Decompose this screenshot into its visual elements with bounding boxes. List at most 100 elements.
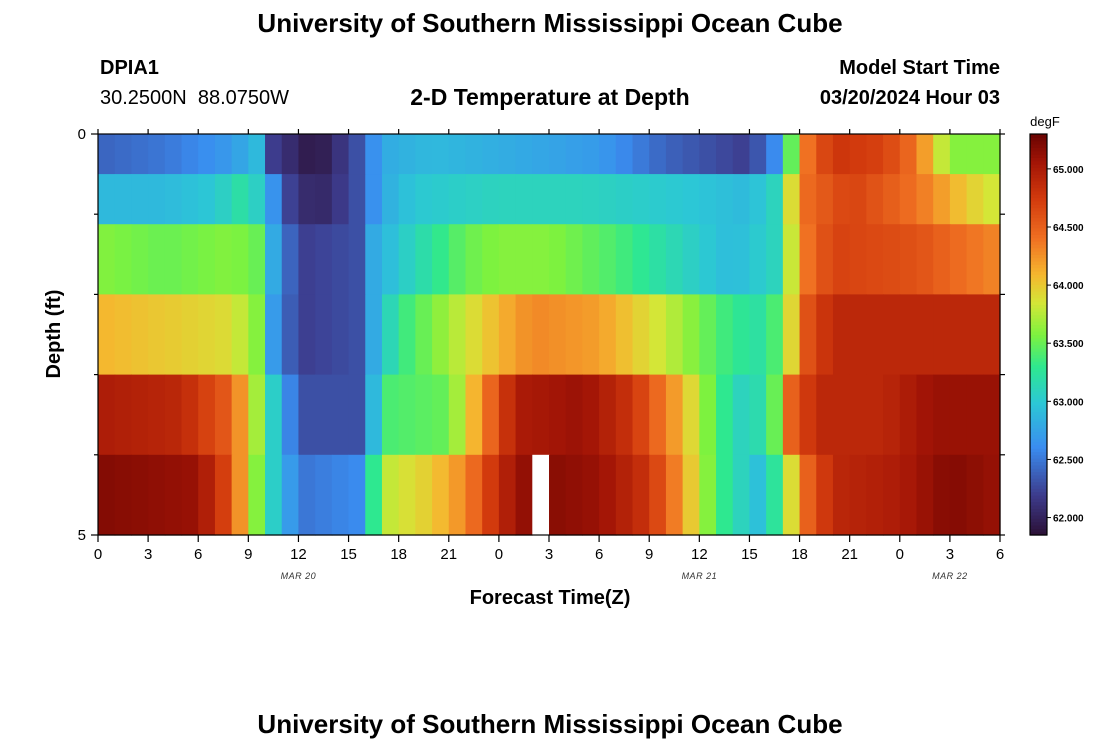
x-tick-label: 0 xyxy=(495,546,503,563)
colorbar-segment xyxy=(1030,220,1047,225)
x-tick-label: 3 xyxy=(946,546,954,563)
heatmap-cell xyxy=(298,454,316,536)
colorbar-segment xyxy=(1030,414,1047,419)
heatmap-cell xyxy=(131,134,149,175)
colorbar-segment xyxy=(1030,408,1047,412)
colorbar-segment xyxy=(1030,250,1047,255)
heatmap-cell xyxy=(265,374,283,456)
heatmap-cell xyxy=(582,224,600,295)
heatmap-cell xyxy=(448,294,467,376)
heatmap-cell xyxy=(181,294,199,376)
heatmap-cell xyxy=(398,134,416,175)
heatmap-cell xyxy=(949,374,968,456)
colorbar-segment xyxy=(1030,147,1047,152)
heatmap-cell xyxy=(899,174,918,225)
heatmap-cell xyxy=(766,294,784,376)
colorbar-segment xyxy=(1030,297,1047,302)
colorbar-segment xyxy=(1030,401,1047,406)
heatmap-cell xyxy=(665,294,684,376)
colorbar-tick-label: 62.500 xyxy=(1053,455,1084,466)
heatmap-cell xyxy=(281,134,300,175)
page-title: University of Southern Mississippi Ocean… xyxy=(257,8,843,38)
heatmap-cell xyxy=(315,174,333,225)
heatmap-cell xyxy=(365,134,383,175)
heatmap-cell xyxy=(331,294,350,376)
colorbar-segment xyxy=(1030,260,1047,265)
heatmap-cell xyxy=(649,134,667,175)
colorbar-segment xyxy=(1030,468,1047,473)
heatmap-cell xyxy=(883,224,901,295)
heatmap-cell xyxy=(966,224,984,295)
heatmap-cell xyxy=(983,134,1001,175)
heatmap-cell xyxy=(265,134,283,175)
heatmap-cell xyxy=(181,454,199,536)
heatmap-cell xyxy=(398,454,416,536)
heatmap-cell xyxy=(198,134,216,175)
heatmap-cell xyxy=(682,454,700,536)
heatmap-cell xyxy=(716,294,734,376)
colorbar-segment xyxy=(1030,304,1047,309)
heatmap-cell xyxy=(298,174,316,225)
heatmap-cell xyxy=(615,224,634,295)
colorbar-segment xyxy=(1030,491,1047,496)
colorbar-segment xyxy=(1030,337,1047,342)
heatmap-cell xyxy=(181,224,199,295)
heatmap-cell xyxy=(732,374,751,456)
heatmap-cell xyxy=(214,374,233,456)
heatmap-cell xyxy=(916,454,934,536)
heatmap-cell xyxy=(782,134,801,175)
colorbar-segment xyxy=(1030,528,1047,533)
heatmap-cell xyxy=(131,454,149,536)
heatmap-cell xyxy=(348,224,366,295)
heatmap-cell xyxy=(615,294,634,376)
heatmap-cell xyxy=(949,454,968,536)
heatmap-cell xyxy=(816,174,834,225)
axes-layer: 0 3 6 9 12 15 18 21 0 3 6 9 12 15 18 21 0 3 6 MAR 20 MAR 21 M… xyxy=(78,126,1005,581)
heatmap-cell xyxy=(365,174,383,225)
colorbar-segment xyxy=(1030,150,1047,155)
heatmap-cell xyxy=(181,174,199,225)
heatmap-cell xyxy=(148,454,166,536)
colorbar-unit: degF xyxy=(1030,114,1060,129)
heatmap-cell xyxy=(716,374,734,456)
colorbar-segment xyxy=(1030,448,1047,453)
heatmap-cell xyxy=(632,294,650,376)
footer-title: University of Southern Mississippi Ocean… xyxy=(257,709,843,739)
heatmap-cell xyxy=(198,374,216,456)
heatmap-cell xyxy=(281,454,300,536)
heatmap-cell xyxy=(465,224,483,295)
heatmap-cell xyxy=(766,224,784,295)
x-tick-label: 0 xyxy=(896,546,904,563)
x-tick-label: 3 xyxy=(144,546,152,563)
colorbar-segment xyxy=(1030,157,1047,162)
heatmap-cell xyxy=(883,294,901,376)
colorbar-segment xyxy=(1030,531,1047,536)
heatmap-cell xyxy=(482,174,500,225)
heatmap-cell xyxy=(916,294,934,376)
heatmap-cell xyxy=(966,134,984,175)
colorbar-segment xyxy=(1030,137,1047,142)
heatmap-cell xyxy=(799,134,817,175)
colorbar-segment xyxy=(1030,307,1047,312)
colorbar-layer: 62.000 62.500 63.000 63.500 64.000 64.500 65.0… xyxy=(1029,133,1084,536)
heatmap-cell xyxy=(381,294,400,376)
heatmap-cell xyxy=(148,224,166,295)
heatmap-cell xyxy=(615,134,634,175)
heatmap-cell xyxy=(515,374,533,456)
colorbar-segment xyxy=(1030,357,1047,362)
heatmap-cell xyxy=(983,174,1001,225)
colorbar-segment xyxy=(1030,484,1047,489)
colorbar-segment xyxy=(1030,371,1047,376)
heatmap-cell xyxy=(799,374,817,456)
colorbar-segment xyxy=(1030,438,1047,443)
heatmap-cell xyxy=(532,134,550,175)
heatmap-cell xyxy=(749,174,767,225)
colorbar-segment xyxy=(1030,504,1047,509)
heatmap-cell xyxy=(265,454,283,536)
colorbar-segment xyxy=(1030,257,1047,262)
heatmap-cell xyxy=(298,294,316,376)
colorbar-segment xyxy=(1030,301,1047,306)
colorbar-segment xyxy=(1030,207,1047,212)
heatmap-cell xyxy=(682,224,700,295)
heatmap-cell xyxy=(549,294,567,376)
